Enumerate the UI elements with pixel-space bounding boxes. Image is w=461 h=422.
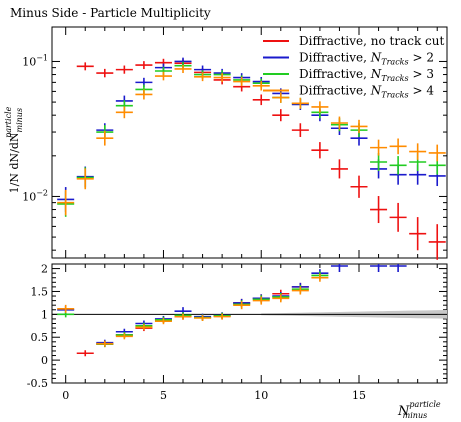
y-tick-label: -0.5 [27,377,48,390]
y-tick-label: 1.5 [31,285,49,298]
x-axis-label: Nparticle minus [397,400,441,420]
ratio-plot-frame [51,263,448,384]
y-axis-label: 1/N dN/dNminusparticle [4,106,24,193]
legend-label: Diffractive, no track cut [299,34,445,48]
series-4-points [57,64,446,216]
x-ticks-lower [65,264,438,383]
y-tick-label: 1 [41,308,48,321]
x-tick-label: 0 [62,389,69,402]
chart-title: Minus Side - Particle Multiplicity [10,6,211,20]
x-tick-label: 10 [254,389,268,402]
x-ticks-upper [65,27,438,258]
x-tick-label: 15 [352,389,366,402]
y-ticks-lower: -0.5 0 0.5 1 1.5 2 [27,263,447,390]
y-tick-label: 10−1 [22,53,48,68]
y-tick-label: 0 [41,354,48,367]
ratio-plot-panel: 0 5 10 15 -0.5 0 0.5 1 1.5 2 [27,263,448,402]
legend-label: Diffractive, NTracks > 2 [299,51,434,67]
series-3-ratio-points [57,271,329,348]
series-3-points [57,61,446,217]
series-4-ratio-points [57,273,329,347]
y-tick-label: 0.5 [31,331,49,344]
upper-plot-frame [51,26,448,259]
y-tick-label: 2 [41,263,48,276]
series-2-ratio-points [57,264,407,346]
y-ticks-upper: 10−2 10−1 [22,53,447,251]
series-1-ratio-points [76,282,309,357]
y-tick-label: 10−2 [22,188,48,203]
legend-label: Diffractive, NTracks > 3 [299,67,434,83]
legend-label: Diffractive, NTracks > 4 [299,84,434,100]
x-tick-label: 5 [160,389,167,402]
legend: Diffractive, no track cut Diffractive, NT… [263,34,445,100]
axis-labels: 1/N dN/dNminusparticle Nparticle minus [4,106,441,420]
upper-plot-panel: 10−2 10−1 [22,26,448,260]
